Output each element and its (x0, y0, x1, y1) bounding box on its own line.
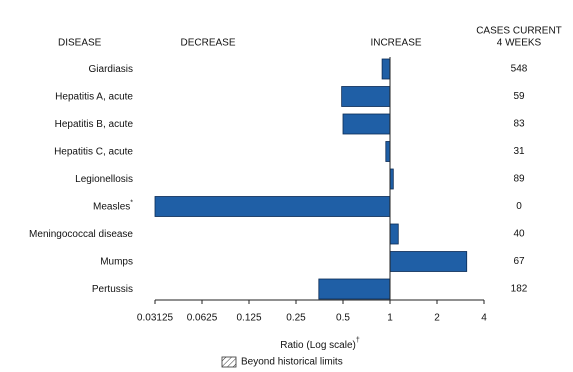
bar (154, 196, 391, 217)
category-label: Hepatitis A, acute (55, 91, 133, 102)
header-disease: DISEASE (58, 38, 102, 49)
bar (318, 278, 391, 300)
x-tick-label: 0.0625 (187, 313, 218, 324)
header-increase: INCREASE (370, 38, 421, 49)
cases-value: 89 (513, 174, 525, 185)
category-name: Meningococcal disease (29, 229, 133, 240)
category-name: Mumps (100, 256, 133, 267)
x-tick-label: 0.5 (336, 313, 350, 324)
category-label: Mumps (100, 256, 133, 267)
cases-value: 83 (513, 119, 525, 130)
category-name: Giardiasis (89, 64, 133, 75)
category-label: Pertussis (92, 284, 133, 295)
category-label: Hepatitis B, acute (55, 119, 134, 130)
x-tick-label: 1 (387, 313, 393, 324)
category-name: Hepatitis C, acute (54, 146, 133, 157)
bar (389, 223, 399, 245)
header-cases: 4 WEEKS (497, 38, 542, 49)
header-cases: CASES CURRENT (476, 26, 562, 37)
x-tick-label: 0.125 (236, 313, 261, 324)
x-tick-label: 2 (434, 313, 440, 324)
x-axis-label-mark: † (356, 337, 360, 344)
cases-value: 548 (511, 64, 528, 75)
x-axis-label: Ratio (Log scale)† (280, 337, 360, 351)
legend-swatch (221, 356, 237, 368)
x-tick-label: 0.25 (286, 313, 306, 324)
cases-value: 40 (513, 229, 525, 240)
category-name: Hepatitis A, acute (55, 91, 133, 102)
category-label: Giardiasis (89, 64, 133, 75)
x-tick-label: 4 (481, 313, 487, 324)
category-mark: * (130, 199, 133, 206)
cases-value: 0 (516, 201, 522, 212)
legend-label: Beyond historical limits (241, 357, 343, 368)
category-label: Hepatitis C, acute (54, 146, 133, 157)
cases-value: 59 (513, 91, 525, 102)
bar (341, 86, 391, 107)
bar (385, 141, 391, 162)
x-axis-label-text: Ratio (Log scale) (280, 340, 356, 351)
category-name: Measles (93, 201, 130, 212)
category-label: Measles* (93, 199, 133, 212)
cases-value: 182 (511, 284, 528, 295)
cases-value: 67 (513, 256, 525, 267)
bar (342, 113, 391, 135)
cases-value: 31 (513, 146, 525, 157)
category-name: Legionellosis (75, 174, 133, 185)
category-name: Pertussis (92, 284, 133, 295)
category-label: Legionellosis (75, 174, 133, 185)
x-tick-label: 0.03125 (137, 313, 174, 324)
category-label: Meningococcal disease (29, 229, 133, 240)
bar (389, 251, 468, 272)
header-decrease: DECREASE (180, 38, 235, 49)
bar (381, 58, 391, 80)
category-name: Hepatitis B, acute (55, 119, 134, 130)
